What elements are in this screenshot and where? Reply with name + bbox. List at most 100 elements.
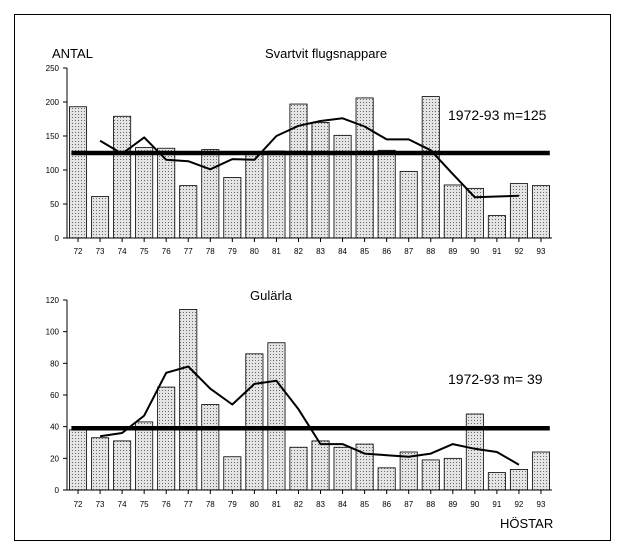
top-bar (311, 122, 330, 239)
bottom-x-tick-label: 87 (404, 500, 413, 509)
top-x-tick-label: 85 (360, 247, 369, 256)
bottom-x-tick-label: 78 (206, 500, 215, 509)
bottom-x-tick-label: 88 (426, 500, 435, 509)
bottom-x-tick-label: 82 (294, 500, 303, 509)
bottom-bar (179, 309, 198, 491)
top-x-tick-label: 86 (382, 247, 391, 256)
figure-frame (14, 14, 611, 541)
bottom-x-tick-label: 79 (228, 500, 237, 509)
bottom-y-tick-label: 120 (46, 296, 60, 305)
top-x-tick-label: 82 (294, 247, 303, 256)
bottom-x-tick-label: 86 (382, 500, 391, 509)
bottom-x-tick-label: 72 (74, 500, 83, 509)
bottom-bar (157, 386, 176, 491)
bottom-bar (465, 413, 484, 491)
bottom-x-tick-label: 75 (140, 500, 149, 509)
bottom-bar (487, 472, 506, 491)
bottom-x-tick-label: 93 (537, 500, 546, 509)
top-bar (91, 196, 110, 239)
top-ylabel: ANTAL (52, 46, 93, 61)
top-y-tick-label: 150 (46, 132, 60, 141)
top-x-tick-label: 93 (537, 247, 546, 256)
top-x-tick-label: 90 (470, 247, 479, 256)
top-x-tick-label: 76 (162, 247, 171, 256)
bottom-bar (443, 457, 462, 491)
bottom-x-tick-label: 77 (184, 500, 193, 509)
bottom-bar (113, 440, 132, 491)
bottom-x-tick-label: 92 (514, 500, 523, 509)
top-x-tick-label: 74 (118, 247, 127, 256)
bottom-x-tick-label: 73 (96, 500, 105, 509)
bottom-y-tick-label: 100 (46, 328, 60, 337)
top-bar (421, 96, 440, 239)
top-bar (333, 134, 352, 239)
bottom-bar (531, 451, 550, 491)
top-x-tick-label: 87 (404, 247, 413, 256)
top-y-tick-label: 0 (55, 234, 60, 243)
top-x-tick-label: 92 (514, 247, 523, 256)
top-bar (377, 149, 396, 239)
top-x-tick-label: 89 (448, 247, 457, 256)
bottom-y-tick-label: 60 (50, 391, 59, 400)
bottom-x-tick-label: 81 (272, 500, 281, 509)
bottom-mean-label: 1972-93 m= 39 (448, 371, 543, 387)
top-x-tick-label: 81 (272, 247, 281, 256)
bottom-y-tick-label: 20 (50, 454, 59, 463)
top-bar (157, 147, 176, 239)
bottom-x-tick-label: 80 (250, 500, 259, 509)
bottom-bar (289, 446, 308, 491)
bottom-bar (509, 469, 528, 491)
top-x-tick-label: 73 (96, 247, 105, 256)
bottom-x-tick-label: 91 (492, 500, 501, 509)
top-x-tick-label: 75 (140, 247, 149, 256)
bottom-bar (91, 437, 110, 491)
bottom-x-tick-label: 90 (470, 500, 479, 509)
top-bar (267, 150, 286, 239)
bottom-bar (135, 421, 154, 491)
bottom-bar (377, 467, 396, 491)
top-bar (531, 185, 550, 239)
top-chart: 0 50 100 150 200 250 72 73 74 75 76 77 78 79 80 81 82 83 8… (46, 64, 552, 256)
top-mean-label: 1972-93 m=125 (448, 107, 547, 123)
bottom-x-tick-label: 76 (162, 500, 171, 509)
top-x-tick-label: 77 (184, 247, 193, 256)
top-x-tick-label: 79 (228, 247, 237, 256)
top-bar (443, 184, 462, 239)
top-x-tick-label: 80 (250, 247, 259, 256)
top-trend-line (99, 117, 519, 199)
top-bar (135, 147, 154, 239)
bottom-bar (311, 440, 330, 491)
top-bar (399, 170, 418, 239)
bottom-y-tick-label: 40 (50, 423, 59, 432)
bottom-xlabel: HÖSTAR (500, 516, 553, 531)
top-bar (113, 115, 132, 239)
bottom-bar (245, 353, 264, 491)
top-bar (179, 185, 198, 239)
top-y-tick-label: 100 (46, 166, 60, 175)
bottom-y-tick-label: 80 (50, 359, 59, 368)
top-bar (223, 177, 242, 239)
bottom-x-tick-label: 84 (338, 500, 347, 509)
top-bar (69, 106, 88, 239)
top-bar (487, 215, 506, 239)
top-title: Svartvit flugsnappare (265, 46, 387, 61)
bottom-x-tick-label: 85 (360, 500, 369, 509)
bottom-chart: 0 20 40 60 80 100 120 72 73 74 75 76 77 78 79 80 81 82 83 8… (46, 296, 552, 509)
bottom-bar (421, 459, 440, 491)
top-x-tick-label: 78 (206, 247, 215, 256)
top-x-tick-label: 72 (74, 247, 83, 256)
bottom-x-tick-label: 89 (448, 500, 457, 509)
top-x-tick-label: 84 (338, 247, 347, 256)
top-bar (245, 153, 264, 239)
bottom-bar (267, 342, 286, 491)
bottom-bar (69, 429, 88, 491)
top-y-tick-label: 200 (46, 98, 60, 107)
top-y-tick-label: 250 (46, 64, 60, 73)
top-y-tick-label: 50 (50, 200, 59, 209)
top-bar (355, 97, 374, 239)
top-bar (509, 183, 528, 239)
bottom-bar (223, 456, 242, 491)
top-x-tick-label: 91 (492, 247, 501, 256)
bottom-x-tick-label: 74 (118, 500, 127, 509)
